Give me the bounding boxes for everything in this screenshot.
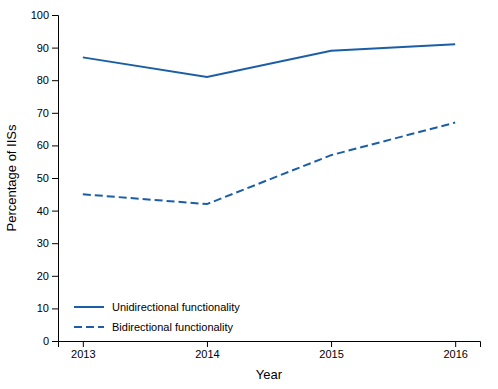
tick: 2014 — [195, 341, 219, 360]
axis-line — [59, 342, 481, 348]
tick: 10 — [37, 302, 58, 314]
tick-label: 2015 — [319, 348, 343, 360]
line — [83, 123, 455, 205]
tick-label: 100 — [31, 9, 49, 21]
legend-item: Bidirectional functionality — [74, 321, 234, 333]
tick-label: 2016 — [443, 348, 467, 360]
tick-label: 70 — [37, 107, 49, 119]
legend: Unidirectional functionality Bidirectiona… — [74, 301, 240, 333]
tick-mark — [52, 80, 58, 81]
tick: 40 — [37, 205, 58, 217]
tick-mark — [83, 341, 84, 347]
legend-swatch — [74, 306, 104, 308]
tick: 2016 — [443, 341, 467, 360]
tick-label: 2013 — [71, 348, 95, 360]
chart: 2013 2014 2015 2016 0 10 20 30 40 50 60 70 80 90 100 Un… — [0, 0, 498, 389]
y-axis-title: Percentage of IISs — [4, 124, 19, 231]
tick-label: 90 — [37, 42, 49, 54]
tick-mark — [52, 113, 58, 114]
tick: 60 — [37, 139, 58, 151]
tick-mark — [52, 145, 58, 146]
tick: 30 — [37, 237, 58, 249]
tick: 0 — [43, 335, 58, 347]
x-axis: 2013 2014 2015 2016 — [59, 341, 481, 360]
tick-mark — [52, 211, 58, 212]
tick: 80 — [37, 74, 58, 86]
legend-swatch — [74, 326, 104, 328]
tick: 100 — [31, 9, 58, 21]
tick-mark — [52, 276, 58, 277]
tick-label: 80 — [37, 74, 49, 86]
tick-label: 30 — [37, 237, 49, 249]
tick-label: 2014 — [195, 348, 219, 360]
tick-mark — [52, 48, 58, 49]
tick-mark — [52, 178, 58, 179]
tick-mark — [52, 341, 58, 342]
tick-label: 20 — [37, 270, 49, 282]
tick: 50 — [37, 172, 58, 184]
tick-mark — [52, 243, 58, 244]
tick: 90 — [37, 42, 58, 54]
x-axis-title: Year — [256, 367, 283, 382]
tick-label: 50 — [37, 172, 49, 184]
tick: 70 — [37, 107, 58, 119]
tick-mark — [207, 341, 208, 347]
tick: 20 — [37, 270, 58, 282]
tick-label: 10 — [37, 302, 49, 314]
line — [83, 44, 455, 77]
tick-mark — [455, 341, 456, 347]
series-group — [83, 44, 455, 204]
tick-label: 0 — [43, 335, 49, 347]
legend-label: Bidirectional functionality — [112, 321, 234, 333]
tick-mark — [52, 15, 58, 16]
axis-line — [52, 16, 59, 342]
legend-item: Unidirectional functionality — [74, 301, 240, 313]
tick: 2013 — [71, 341, 95, 360]
tick-mark — [52, 308, 58, 309]
y-axis: 0 10 20 30 40 50 60 70 80 90 100 — [31, 9, 59, 347]
legend-label: Unidirectional functionality — [112, 301, 240, 313]
tick-label: 40 — [37, 205, 49, 217]
tick-label: 60 — [37, 139, 49, 151]
tick-mark — [331, 341, 332, 347]
tick: 2015 — [319, 341, 343, 360]
plot: 2013 2014 2015 2016 0 10 20 30 40 50 60 70 80 90 100 Un… — [31, 9, 481, 360]
